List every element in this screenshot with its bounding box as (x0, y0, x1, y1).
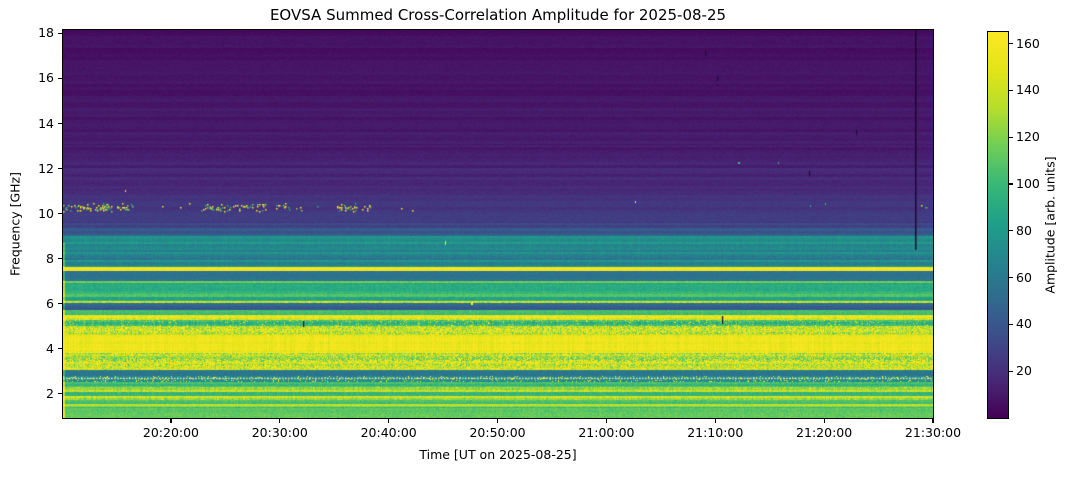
y-tick-label: 14 (38, 115, 54, 131)
y-tick (58, 32, 62, 34)
y-axis-label: Frequency [GHz] (7, 172, 23, 276)
y-tick-label: 6 (46, 295, 54, 311)
colorbar-tick (1009, 43, 1013, 45)
y-tick (58, 213, 62, 215)
x-tick (170, 419, 172, 423)
colorbar-frame (987, 31, 1009, 419)
x-tick-label: 20:30:00 (251, 425, 308, 440)
x-tick-label: 21:00:00 (578, 425, 635, 440)
x-tick (388, 419, 390, 423)
x-tick (714, 419, 716, 423)
colorbar-tick-label: 160 (1016, 35, 1040, 51)
colorbar-tick-label: 40 (1016, 316, 1032, 332)
x-tick (823, 419, 825, 423)
y-tick (58, 393, 62, 395)
y-tick-label: 18 (38, 25, 54, 41)
x-tick-label: 20:20:00 (142, 425, 200, 440)
y-tick (58, 122, 62, 125)
colorbar-tick-label: 100 (1016, 176, 1040, 192)
colorbar-tick (1009, 230, 1013, 232)
colorbar-tick (1009, 277, 1013, 279)
x-tick (605, 419, 607, 423)
x-tick-label: 21:20:00 (796, 425, 853, 440)
colorbar-tick (1009, 136, 1013, 138)
y-tick-label: 16 (38, 70, 54, 86)
y-tick-label: 2 (46, 385, 54, 401)
colorbar-gradient (988, 32, 1008, 418)
x-tick-label: 21:10:00 (687, 425, 744, 440)
chart-title: EOVSA Summed Cross-Correlation Amplitude… (269, 6, 727, 24)
y-tick-label: 12 (38, 160, 54, 176)
x-tick-label: 20:40:00 (360, 425, 417, 440)
y-tick (58, 303, 62, 305)
y-tick (58, 348, 62, 350)
x-tick (932, 419, 934, 423)
x-axis-label: Time [UT on 2025-08-25] (419, 447, 577, 462)
y-tick (58, 167, 62, 170)
x-tick-label: 20:50:00 (469, 425, 526, 440)
y-tick-label: 10 (38, 205, 54, 221)
colorbar-tick-label: 80 (1016, 222, 1032, 238)
y-tick-label: 4 (46, 340, 54, 356)
colorbar-tick (1009, 323, 1013, 325)
y-tick-label: 8 (46, 250, 54, 266)
x-tick (496, 419, 499, 423)
y-tick (58, 77, 62, 80)
colorbar-tick (1009, 89, 1013, 92)
y-tick (58, 258, 62, 260)
colorbar-tick (1009, 370, 1013, 372)
x-tick-label: 21:30:00 (904, 425, 962, 440)
colorbar-label: Amplitude [arb. units] (1042, 156, 1058, 294)
colorbar-tick-label: 120 (1016, 129, 1040, 145)
colorbar-tick-label: 60 (1016, 269, 1032, 285)
axes-frame (62, 29, 934, 419)
colorbar-tick-label: 140 (1016, 82, 1040, 98)
colorbar-tick (1009, 183, 1013, 185)
colorbar-tick-label: 20 (1016, 363, 1032, 379)
spectrogram-heatmap (63, 30, 933, 418)
x-tick (279, 419, 281, 423)
